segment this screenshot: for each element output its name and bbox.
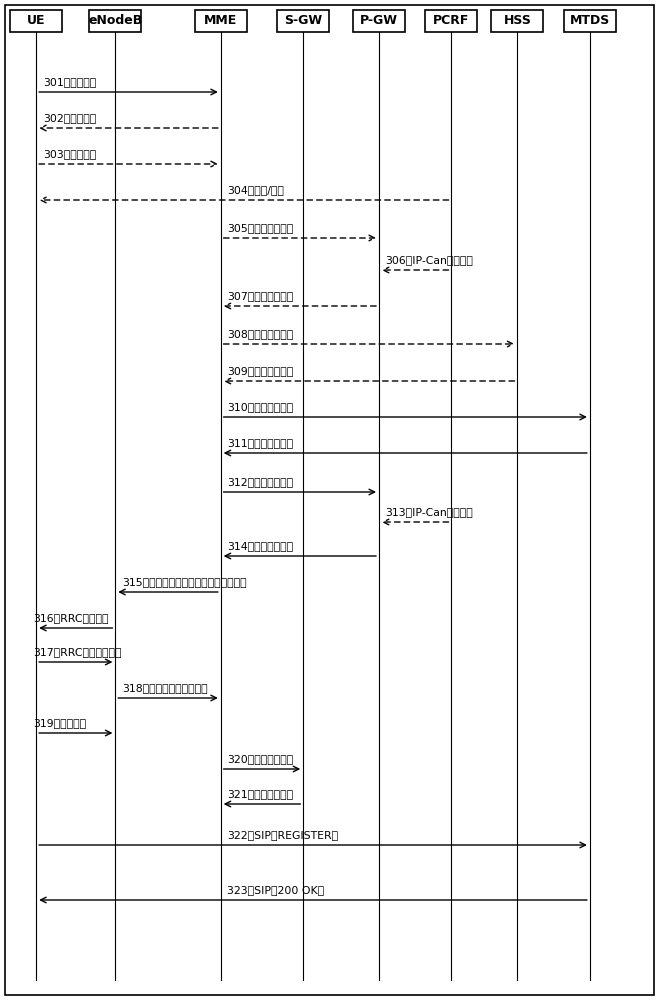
Text: 317、RRC连接重配完成: 317、RRC连接重配完成 <box>33 647 121 657</box>
Text: 306、IP-Can会话结束: 306、IP-Can会话结束 <box>386 255 473 265</box>
Text: eNodeB: eNodeB <box>88 14 142 27</box>
Text: 309、更新位置确认: 309、更新位置确认 <box>227 366 294 376</box>
Text: 313、IP-Can会话建立: 313、IP-Can会话建立 <box>386 507 473 517</box>
Text: 319、附着完成: 319、附着完成 <box>33 718 86 728</box>
Text: 322、SIP（REGISTER）: 322、SIP（REGISTER） <box>227 830 339 840</box>
Bar <box>564 10 616 32</box>
Bar <box>11 10 62 32</box>
Bar <box>277 10 329 32</box>
Text: 318、初始上下文建立响应: 318、初始上下文建立响应 <box>122 683 208 693</box>
Bar <box>90 10 141 32</box>
Text: 311、更新位置确认: 311、更新位置确认 <box>227 438 293 448</box>
Text: S-GW: S-GW <box>284 14 322 27</box>
Bar <box>492 10 543 32</box>
Bar <box>195 10 246 32</box>
Text: 301、附着请求: 301、附着请求 <box>43 77 96 87</box>
Bar <box>353 10 405 32</box>
Text: 308、更新位置请求: 308、更新位置请求 <box>227 329 294 339</box>
Text: 316、RRC连接重配: 316、RRC连接重配 <box>33 613 109 623</box>
Text: 321、更新承载响应: 321、更新承载响应 <box>227 789 293 799</box>
Text: MME: MME <box>204 14 237 27</box>
Text: P-GW: P-GW <box>360 14 398 27</box>
Text: MTDS: MTDS <box>569 14 610 27</box>
Text: 312、创建会话请求: 312、创建会话请求 <box>227 477 293 487</box>
Text: 310、更新位置通知: 310、更新位置通知 <box>227 402 294 412</box>
Text: 315、初始上下文建立请求（附着接受）: 315、初始上下文建立请求（附着接受） <box>122 577 246 587</box>
Text: 307、删除会话响应: 307、删除会话响应 <box>227 291 294 301</box>
Text: UE: UE <box>27 14 45 27</box>
Bar <box>426 10 477 32</box>
Text: PCRF: PCRF <box>433 14 470 27</box>
Text: 304、鉴权/安全: 304、鉴权/安全 <box>227 185 284 195</box>
Text: 320、更新承载请求: 320、更新承载请求 <box>227 754 294 764</box>
Text: 323、SIP（200 OK）: 323、SIP（200 OK） <box>227 885 324 895</box>
Text: 305、删除会话请求: 305、删除会话请求 <box>227 223 294 233</box>
Text: 303、标识响应: 303、标识响应 <box>43 149 96 159</box>
Text: HSS: HSS <box>503 14 531 27</box>
Text: 314、创建会话响应: 314、创建会话响应 <box>227 541 293 551</box>
Text: 302、标识请求: 302、标识请求 <box>43 113 96 123</box>
